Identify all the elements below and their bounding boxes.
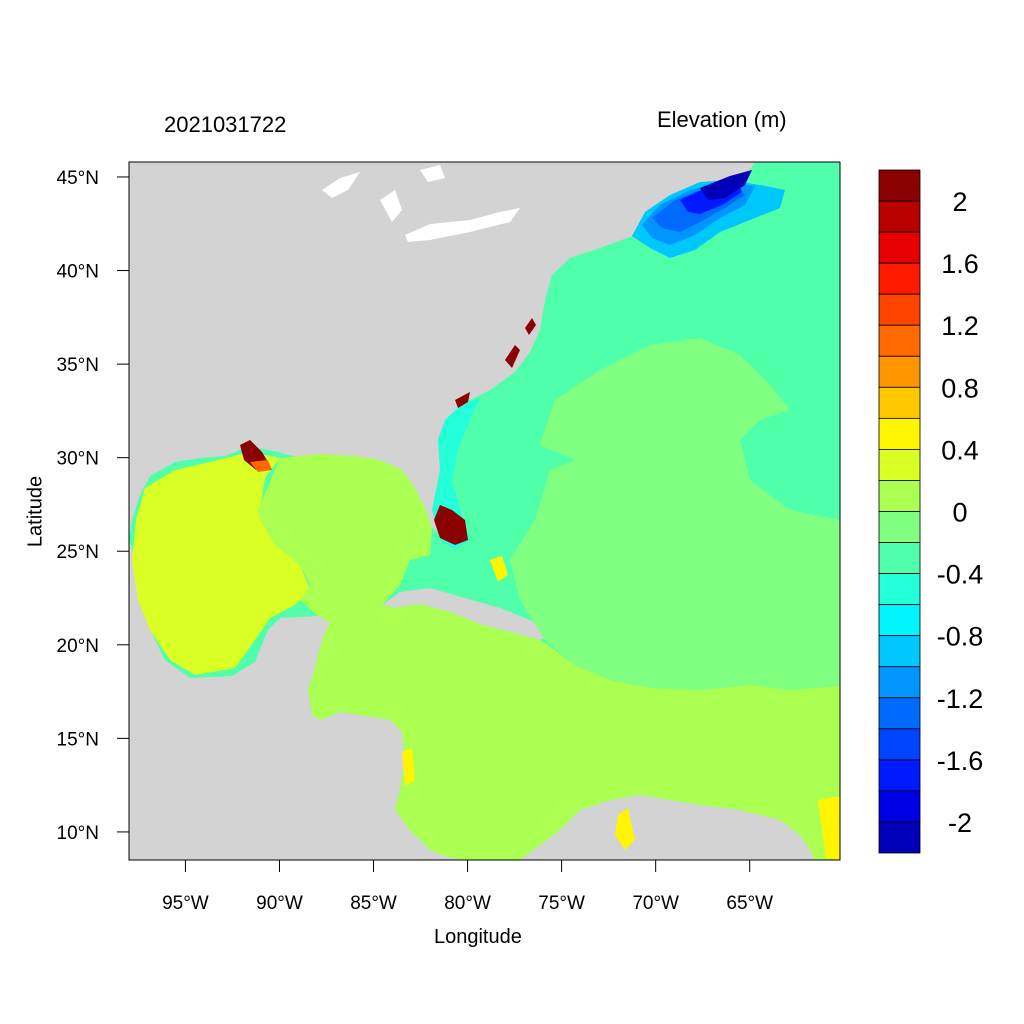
colorbar-swatch <box>878 355 921 388</box>
x-tick-label: 85°W <box>350 893 397 914</box>
colorbar-swatch <box>878 573 921 606</box>
colorbar-label: 1.6 <box>941 249 979 279</box>
colorbar-swatch <box>878 417 921 450</box>
colorbar-label: 0 <box>952 498 967 528</box>
colorbar-swatch <box>878 480 921 512</box>
nicaragua-yellow <box>402 748 415 786</box>
maracaibo-yellow <box>615 808 635 850</box>
louisiana-surge-2 <box>250 460 272 472</box>
x-tick-label: 75°W <box>538 893 585 914</box>
colorbar-swatch <box>878 821 921 854</box>
colorbar-swatch <box>878 324 921 357</box>
x-tick-label: 70°W <box>632 893 679 914</box>
colorbar-swatch <box>878 666 921 699</box>
north-america-land <box>129 162 755 540</box>
plot-timestamp: 2021031722 <box>164 112 287 137</box>
colorbar-label: -0.8 <box>937 622 984 652</box>
gulf-of-maine-low-5 <box>700 170 752 200</box>
colorbar-swatch <box>878 386 921 419</box>
colorbar-swatch <box>878 449 921 481</box>
orinoco-yellow <box>818 796 840 860</box>
bahamas-yellow <box>490 556 508 582</box>
y-tick-label: 45°N <box>57 168 99 189</box>
y-tick-label: 15°N <box>57 729 99 750</box>
colorbar-label: -1.6 <box>937 746 984 776</box>
x-tick-label: 95°W <box>162 893 209 914</box>
colorbar-swatch <box>878 231 921 264</box>
colorbar-label: -2 <box>948 808 972 838</box>
colorbar-swatch <box>878 728 921 761</box>
south-america-land <box>470 795 815 860</box>
colorbar-swatch <box>878 293 921 326</box>
colorbar-swatch <box>878 635 921 668</box>
y-tick-label: 10°N <box>57 823 99 844</box>
variable-title: Elevation (m) <box>657 107 787 132</box>
colorbar-swatch <box>878 262 921 295</box>
x-tick-label: 65°W <box>726 893 773 914</box>
central-atlantic-water <box>510 338 840 690</box>
x-tick-label: 80°W <box>444 893 491 914</box>
x-ticks: 95°W 90°W 85°W 80°W 75°W 70°W 65°W <box>162 860 773 914</box>
colorbar-swatch <box>878 511 921 543</box>
colorbar-swatch <box>878 200 921 233</box>
cuba-land <box>382 588 555 640</box>
colorbar-label: 0.8 <box>941 373 979 403</box>
great-lakes <box>322 165 520 242</box>
colorbar-label: 1.2 <box>941 311 979 341</box>
map-frame <box>128 161 841 861</box>
y-tick-label: 40°N <box>57 262 99 283</box>
colorbar-swatch <box>878 542 921 574</box>
colorbar-swatch <box>878 759 921 792</box>
x-tick-label: 90°W <box>256 893 303 914</box>
map-area <box>129 162 840 860</box>
colorbar: 2 1.6 1.2 0.8 0.4 0 -0.4 -0.8 -1.2 -1.6 -2 <box>878 169 984 854</box>
gulf-of-mexico-water <box>132 452 310 675</box>
caribbean-water <box>258 454 840 860</box>
colorbar-swatch <box>878 169 921 202</box>
y-ticks: 45°N 40°N 35°N 30°N 25°N 20°N 15°N 10°N <box>57 168 129 844</box>
y-tick-label: 20°N <box>57 636 99 657</box>
y-tick-label: 35°N <box>57 355 99 376</box>
x-axis-label: Longitude <box>434 926 522 948</box>
colorbar-label: -0.4 <box>937 560 984 590</box>
colorbar-label: 2 <box>952 187 967 217</box>
colorbar-swatch <box>878 604 921 637</box>
florida-surge <box>434 505 468 545</box>
colorbar-swatch <box>878 697 921 730</box>
y-tick-label: 30°N <box>57 449 99 470</box>
colorbar-label: -1.2 <box>937 684 984 714</box>
colorbar-swatch <box>878 790 921 823</box>
y-tick-label: 25°N <box>57 542 99 563</box>
colorbar-label: 0.4 <box>941 435 979 465</box>
central-america-land <box>129 540 470 860</box>
carolina-surge <box>455 318 536 408</box>
